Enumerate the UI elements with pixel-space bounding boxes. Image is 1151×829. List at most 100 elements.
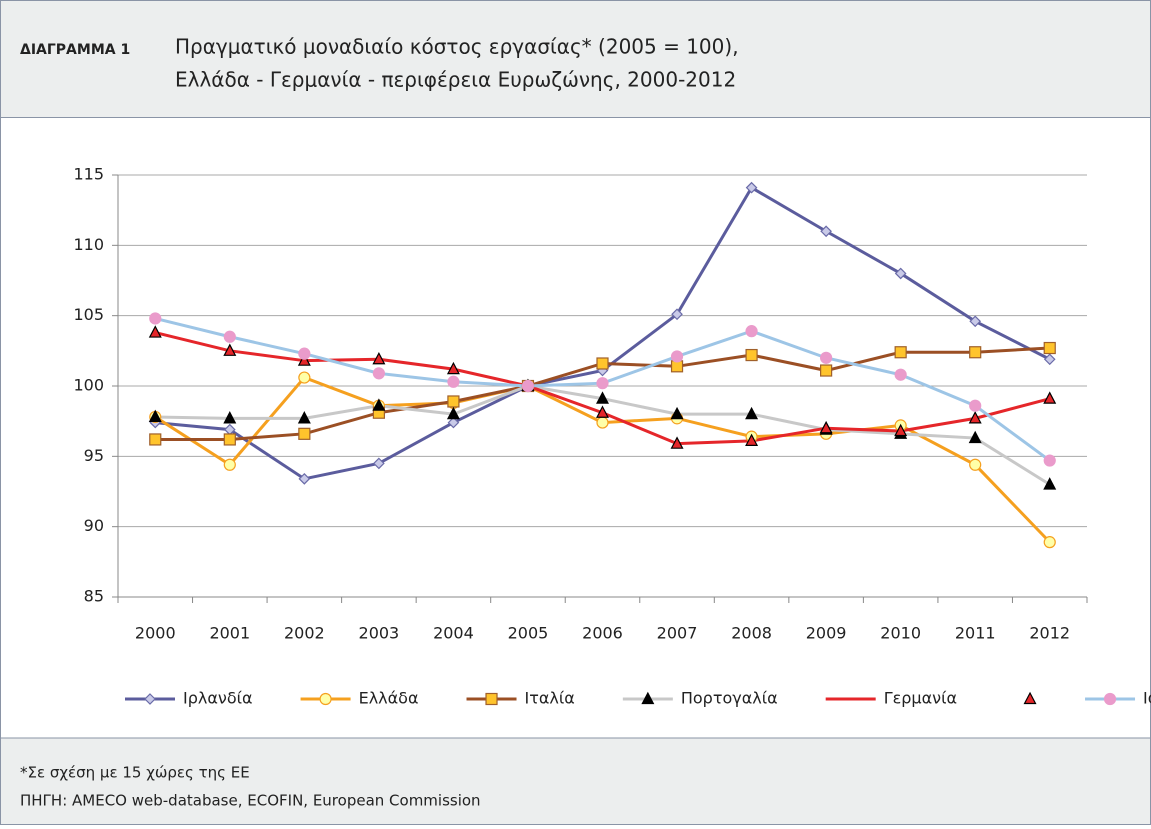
marker (1043, 536, 1056, 549)
marker (372, 351, 386, 365)
x-tick-label: 2001 (209, 624, 250, 643)
marker (820, 225, 832, 238)
marker (521, 379, 535, 393)
marker (1043, 391, 1057, 404)
marker (485, 692, 498, 706)
marker (298, 427, 311, 440)
marker (819, 420, 833, 434)
footer (0, 737, 1151, 825)
y-tick-label: 105 (73, 305, 104, 324)
marker (968, 430, 982, 444)
marker (670, 436, 684, 449)
x-tick-label: 2002 (284, 624, 325, 643)
marker (1023, 691, 1037, 705)
marker (1043, 341, 1056, 355)
marker (319, 692, 332, 706)
marker (596, 405, 609, 418)
marker (969, 315, 982, 328)
marker (670, 406, 684, 420)
x-tick-label: 2003 (359, 624, 400, 643)
marker (820, 364, 833, 377)
marker (149, 312, 162, 325)
marker (148, 325, 162, 338)
marker (641, 691, 655, 705)
legend-label: Γερμανία (884, 689, 957, 708)
marker (969, 399, 982, 412)
legend-label: Ιταλία (525, 689, 575, 708)
x-tick-label: 2010 (880, 624, 921, 643)
x-tick-label: 2007 (657, 624, 698, 643)
marker (894, 423, 908, 437)
legend-label: Πορτογαλία (681, 689, 778, 708)
x-tick-label: 2011 (955, 624, 996, 643)
footnote: ΠΗΓΗ: AMECO web-database, ECOFIN, Europe… (20, 792, 481, 810)
marker (596, 391, 609, 404)
y-tick-label: 95 (84, 446, 104, 465)
x-tick-label: 2000 (135, 624, 176, 643)
marker (820, 351, 833, 364)
marker (1043, 477, 1057, 490)
y-tick-label: 90 (84, 516, 104, 535)
marker (670, 350, 684, 363)
x-tick-label: 2005 (508, 624, 549, 643)
marker (149, 433, 162, 446)
footnote: *Σε σχέση με 15 χώρες της ΕΕ (20, 764, 250, 782)
x-tick-label: 2006 (582, 624, 623, 643)
marker (298, 347, 311, 360)
marker (223, 330, 236, 343)
x-tick-label: 2012 (1029, 624, 1070, 643)
marker (969, 346, 982, 359)
marker (1043, 454, 1056, 467)
marker (373, 457, 385, 470)
marker (894, 346, 907, 359)
title: Ελλάδα - Γερμανία - περιφέρεια Ευρωζώνης… (175, 68, 736, 92)
marker (223, 343, 237, 356)
header (0, 0, 1151, 118)
marker (745, 433, 759, 446)
marker (745, 406, 759, 420)
x-tick-label: 2009 (806, 624, 847, 643)
marker (298, 371, 311, 384)
y-tick-label: 115 (73, 165, 104, 184)
legend-label: Ελλάδα (359, 689, 419, 708)
marker (372, 367, 385, 380)
marker (745, 348, 758, 362)
marker (447, 416, 460, 429)
marker (144, 693, 156, 705)
legend-label: Ιρλανδία (183, 689, 253, 708)
figure-label: ΔΙΑΓΡΑΜΜΑ 1 (20, 42, 130, 58)
marker (447, 375, 460, 388)
marker (447, 395, 460, 408)
marker (297, 353, 311, 366)
marker (968, 411, 982, 424)
marker (298, 472, 311, 485)
y-tick-label: 110 (73, 235, 104, 254)
marker (596, 357, 609, 370)
marker (446, 406, 460, 420)
x-tick-label: 2004 (433, 624, 474, 643)
marker (297, 411, 311, 424)
marker (372, 398, 386, 411)
marker (894, 267, 907, 280)
marker (223, 433, 236, 446)
marker (1103, 692, 1117, 706)
x-tick-label: 2008 (731, 624, 772, 643)
marker (596, 416, 609, 429)
marker (969, 458, 982, 471)
marker (596, 377, 609, 390)
marker (223, 411, 237, 424)
title: Πραγματικό μοναδιαίο κόστος εργασίας* (2… (175, 35, 739, 59)
marker (1043, 353, 1056, 366)
marker (894, 368, 907, 381)
legend-label: Ισπανία (1143, 689, 1151, 708)
marker (223, 458, 236, 471)
marker (446, 361, 460, 375)
marker (745, 325, 758, 338)
y-tick-label: 85 (84, 587, 104, 606)
marker (671, 308, 683, 321)
y-tick-label: 100 (73, 376, 104, 395)
marker (745, 181, 758, 194)
marker (148, 409, 162, 423)
